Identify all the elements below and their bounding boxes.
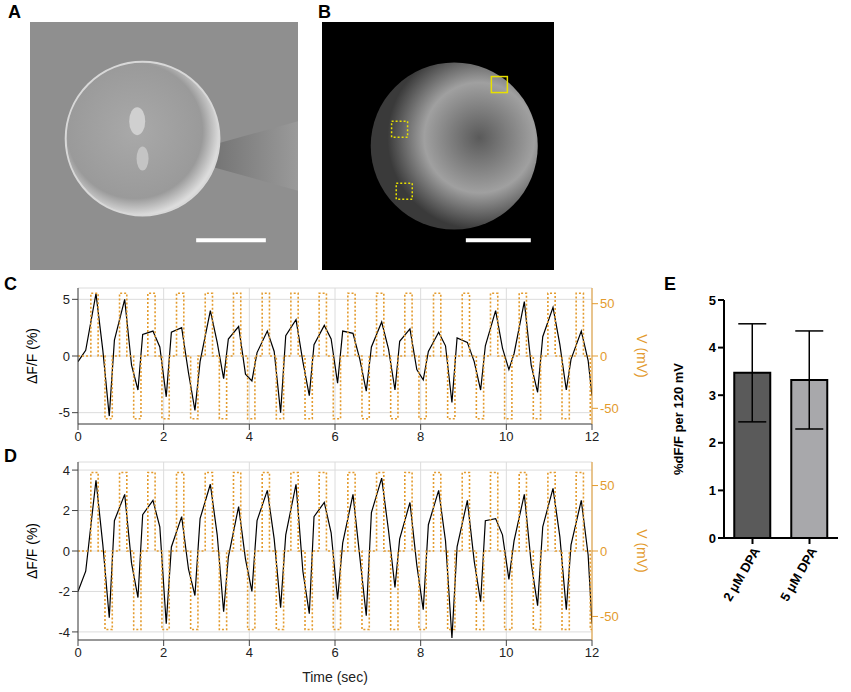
svg-text:10: 10: [499, 429, 513, 444]
svg-text:8: 8: [417, 645, 424, 660]
svg-text:2: 2: [63, 503, 70, 518]
html-text:B: B: [318, 2, 331, 22]
svg-text:5 μM DPA: 5 μM DPA: [777, 544, 820, 604]
svg-text:-4: -4: [58, 625, 70, 640]
svg-text:V (mV): V (mV): [634, 334, 650, 378]
svg-text:4: 4: [709, 340, 717, 355]
svg-text:10: 10: [499, 645, 513, 660]
svg-text:ΔF/F (%): ΔF/F (%): [24, 328, 40, 384]
svg-text:4: 4: [246, 645, 253, 660]
svg-text:2: 2: [160, 645, 167, 660]
svg-text:12: 12: [585, 645, 599, 660]
html-text:D: D: [4, 446, 17, 466]
svg-text:50: 50: [600, 478, 614, 493]
svg-text:-5: -5: [58, 405, 70, 420]
svg-text:50: 50: [600, 296, 614, 311]
svg-text:-50: -50: [600, 401, 619, 416]
svg-text:ΔF/F (%): ΔF/F (%): [24, 523, 40, 579]
svg-text:0: 0: [600, 544, 607, 559]
svg-text:1: 1: [709, 483, 716, 498]
svg-text:Time (sec): Time (sec): [302, 669, 368, 685]
html-text:C: C: [4, 274, 17, 294]
svg-text:0: 0: [600, 349, 607, 364]
svg-text:%dF/F per 120 mV: %dF/F per 120 mV: [671, 363, 686, 475]
svg-text:6: 6: [331, 645, 338, 660]
html-text:E: E: [664, 274, 676, 294]
svg-text:-2: -2: [58, 584, 70, 599]
svg-text:2: 2: [709, 435, 716, 450]
svg-text:2: 2: [160, 429, 167, 444]
html-text:A: A: [8, 2, 21, 22]
svg-text:0: 0: [709, 531, 716, 546]
svg-text:8: 8: [417, 429, 424, 444]
svg-text:2 μM DPA: 2 μM DPA: [720, 544, 763, 604]
svg-text:V (mV): V (mV): [634, 529, 650, 573]
svg-text:0: 0: [63, 544, 70, 559]
svg-text:5: 5: [63, 292, 70, 307]
svg-text:0: 0: [74, 645, 81, 660]
svg-text:0: 0: [63, 349, 70, 364]
svg-text:5: 5: [709, 293, 716, 308]
svg-text:-50: -50: [600, 609, 619, 624]
svg-text:4: 4: [63, 463, 70, 478]
svg-text:4: 4: [246, 429, 253, 444]
svg-text:12: 12: [585, 429, 599, 444]
svg-text:3: 3: [709, 388, 716, 403]
svg-text:0: 0: [74, 429, 81, 444]
svg-text:6: 6: [331, 429, 338, 444]
